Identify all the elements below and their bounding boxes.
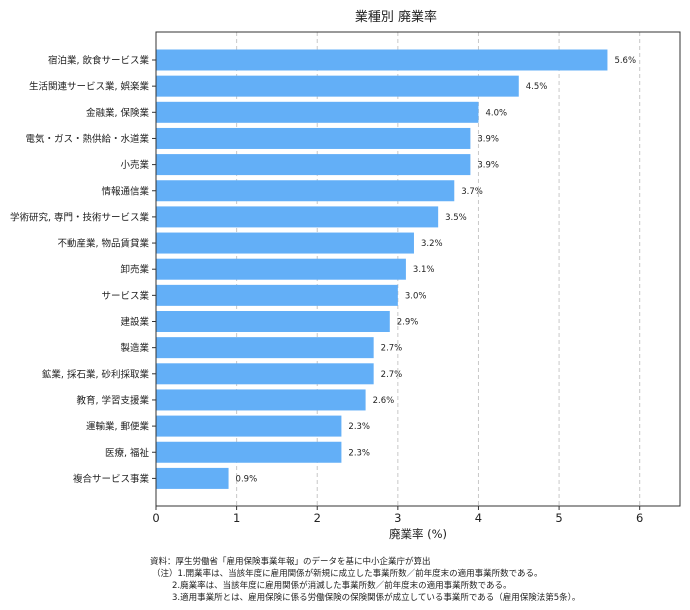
category-label: 電気・ガス・熱供給・水道業 — [25, 133, 149, 145]
value-label: 5.6% — [614, 56, 636, 66]
note-2: 2.廃業率は、当該年度に雇用関係が消滅した事業所数／前年度末の適用事業所数である… — [172, 581, 512, 591]
category-label: 卸売業 — [120, 264, 149, 276]
bar — [156, 441, 342, 463]
x-axis-label: 廃業率 (%) — [389, 527, 447, 541]
value-label: 2.3% — [348, 422, 370, 432]
category-label: 建設業 — [120, 316, 149, 328]
value-label: 2.9% — [397, 318, 419, 328]
bar — [156, 258, 406, 280]
x-tick-label: 0 — [152, 511, 159, 525]
category-label: 複合サービス事業 — [73, 473, 150, 485]
bars — [156, 49, 608, 489]
value-label: 4.0% — [485, 108, 507, 118]
category-label: 情報通信業 — [101, 185, 149, 197]
x-tick-label: 4 — [475, 511, 482, 525]
bar — [156, 284, 398, 306]
category-label: 生活関連サービス業, 娯楽業 — [29, 81, 150, 93]
value-label: 2.6% — [373, 396, 395, 406]
x-tick-label: 2 — [314, 511, 321, 525]
x-tick-label: 5 — [555, 511, 562, 525]
bar — [156, 389, 366, 411]
category-label: 小売業 — [120, 159, 149, 171]
bar — [156, 311, 390, 332]
chart-title: 業種別 廃業率 — [355, 9, 437, 25]
value-label: 2.7% — [381, 370, 403, 380]
x-axis-ticks: 0 1 2 3 4 5 6 — [152, 506, 643, 525]
bar — [156, 154, 471, 176]
value-label: 3.9% — [477, 134, 499, 144]
bar — [156, 180, 455, 202]
category-label: 金融業, 保険業 — [86, 107, 150, 119]
value-label: 2.3% — [348, 448, 370, 458]
bar — [156, 232, 414, 254]
bar — [156, 49, 608, 71]
value-label: 3.2% — [421, 239, 443, 249]
note-1: （注）1.開業率は、当該年度に雇用関係が新規に成立した事業所数／前年度末の適用事… — [152, 569, 543, 579]
value-label: 3.7% — [461, 187, 483, 197]
bar — [156, 101, 479, 123]
x-tick-label: 3 — [394, 511, 401, 525]
category-label: 不動産業, 物品賃貸業 — [57, 238, 149, 250]
bar — [156, 363, 374, 385]
value-label: 0.9% — [236, 474, 258, 484]
category-label: 製造業 — [120, 342, 149, 354]
category-label: 宿泊業, 飲食サービス業 — [48, 55, 150, 67]
bar — [156, 75, 519, 97]
value-label: 2.7% — [381, 344, 403, 354]
source-note: 資料：厚生労働省「雇用保険事業年報」のデータを基に中小企業庁が算出 — [150, 557, 431, 567]
x-tick-label: 6 — [636, 511, 643, 525]
x-tick-label: 1 — [233, 511, 240, 525]
footnotes: 資料：厚生労働省「雇用保険事業年報」のデータを基に中小企業庁が算出 （注）1.開… — [150, 556, 580, 604]
category-label: 学術研究, 専門・技術サービス業 — [10, 211, 150, 223]
value-label: 3.5% — [445, 213, 467, 223]
category-label: 鉱業, 採石業, 砂利採取業 — [42, 368, 150, 380]
category-label: 運輸業, 郵便業 — [86, 421, 150, 433]
value-label: 4.5% — [526, 82, 548, 92]
bar — [156, 467, 229, 489]
value-label: 3.9% — [477, 161, 499, 171]
value-labels: 5.6% 4.5% 4.0% 3.9% 3.9% 3.7% 3.5% 3.2% 3.1% 3.0%… — [236, 56, 637, 484]
category-label: 医療, 福祉 — [105, 447, 150, 459]
category-label: サービス業 — [101, 290, 149, 302]
bar — [156, 206, 439, 228]
value-label: 3.0% — [405, 291, 427, 301]
value-label: 3.1% — [413, 265, 435, 275]
bar — [156, 415, 342, 437]
note-3: 3.適用事業所とは、雇用保険に係る労働保険の保険関係が成立している事業所である（… — [172, 593, 581, 603]
bar — [156, 337, 374, 359]
category-label: 教育, 学習支援業 — [76, 394, 149, 406]
bar — [156, 127, 471, 149]
plot-frame — [155, 31, 681, 507]
